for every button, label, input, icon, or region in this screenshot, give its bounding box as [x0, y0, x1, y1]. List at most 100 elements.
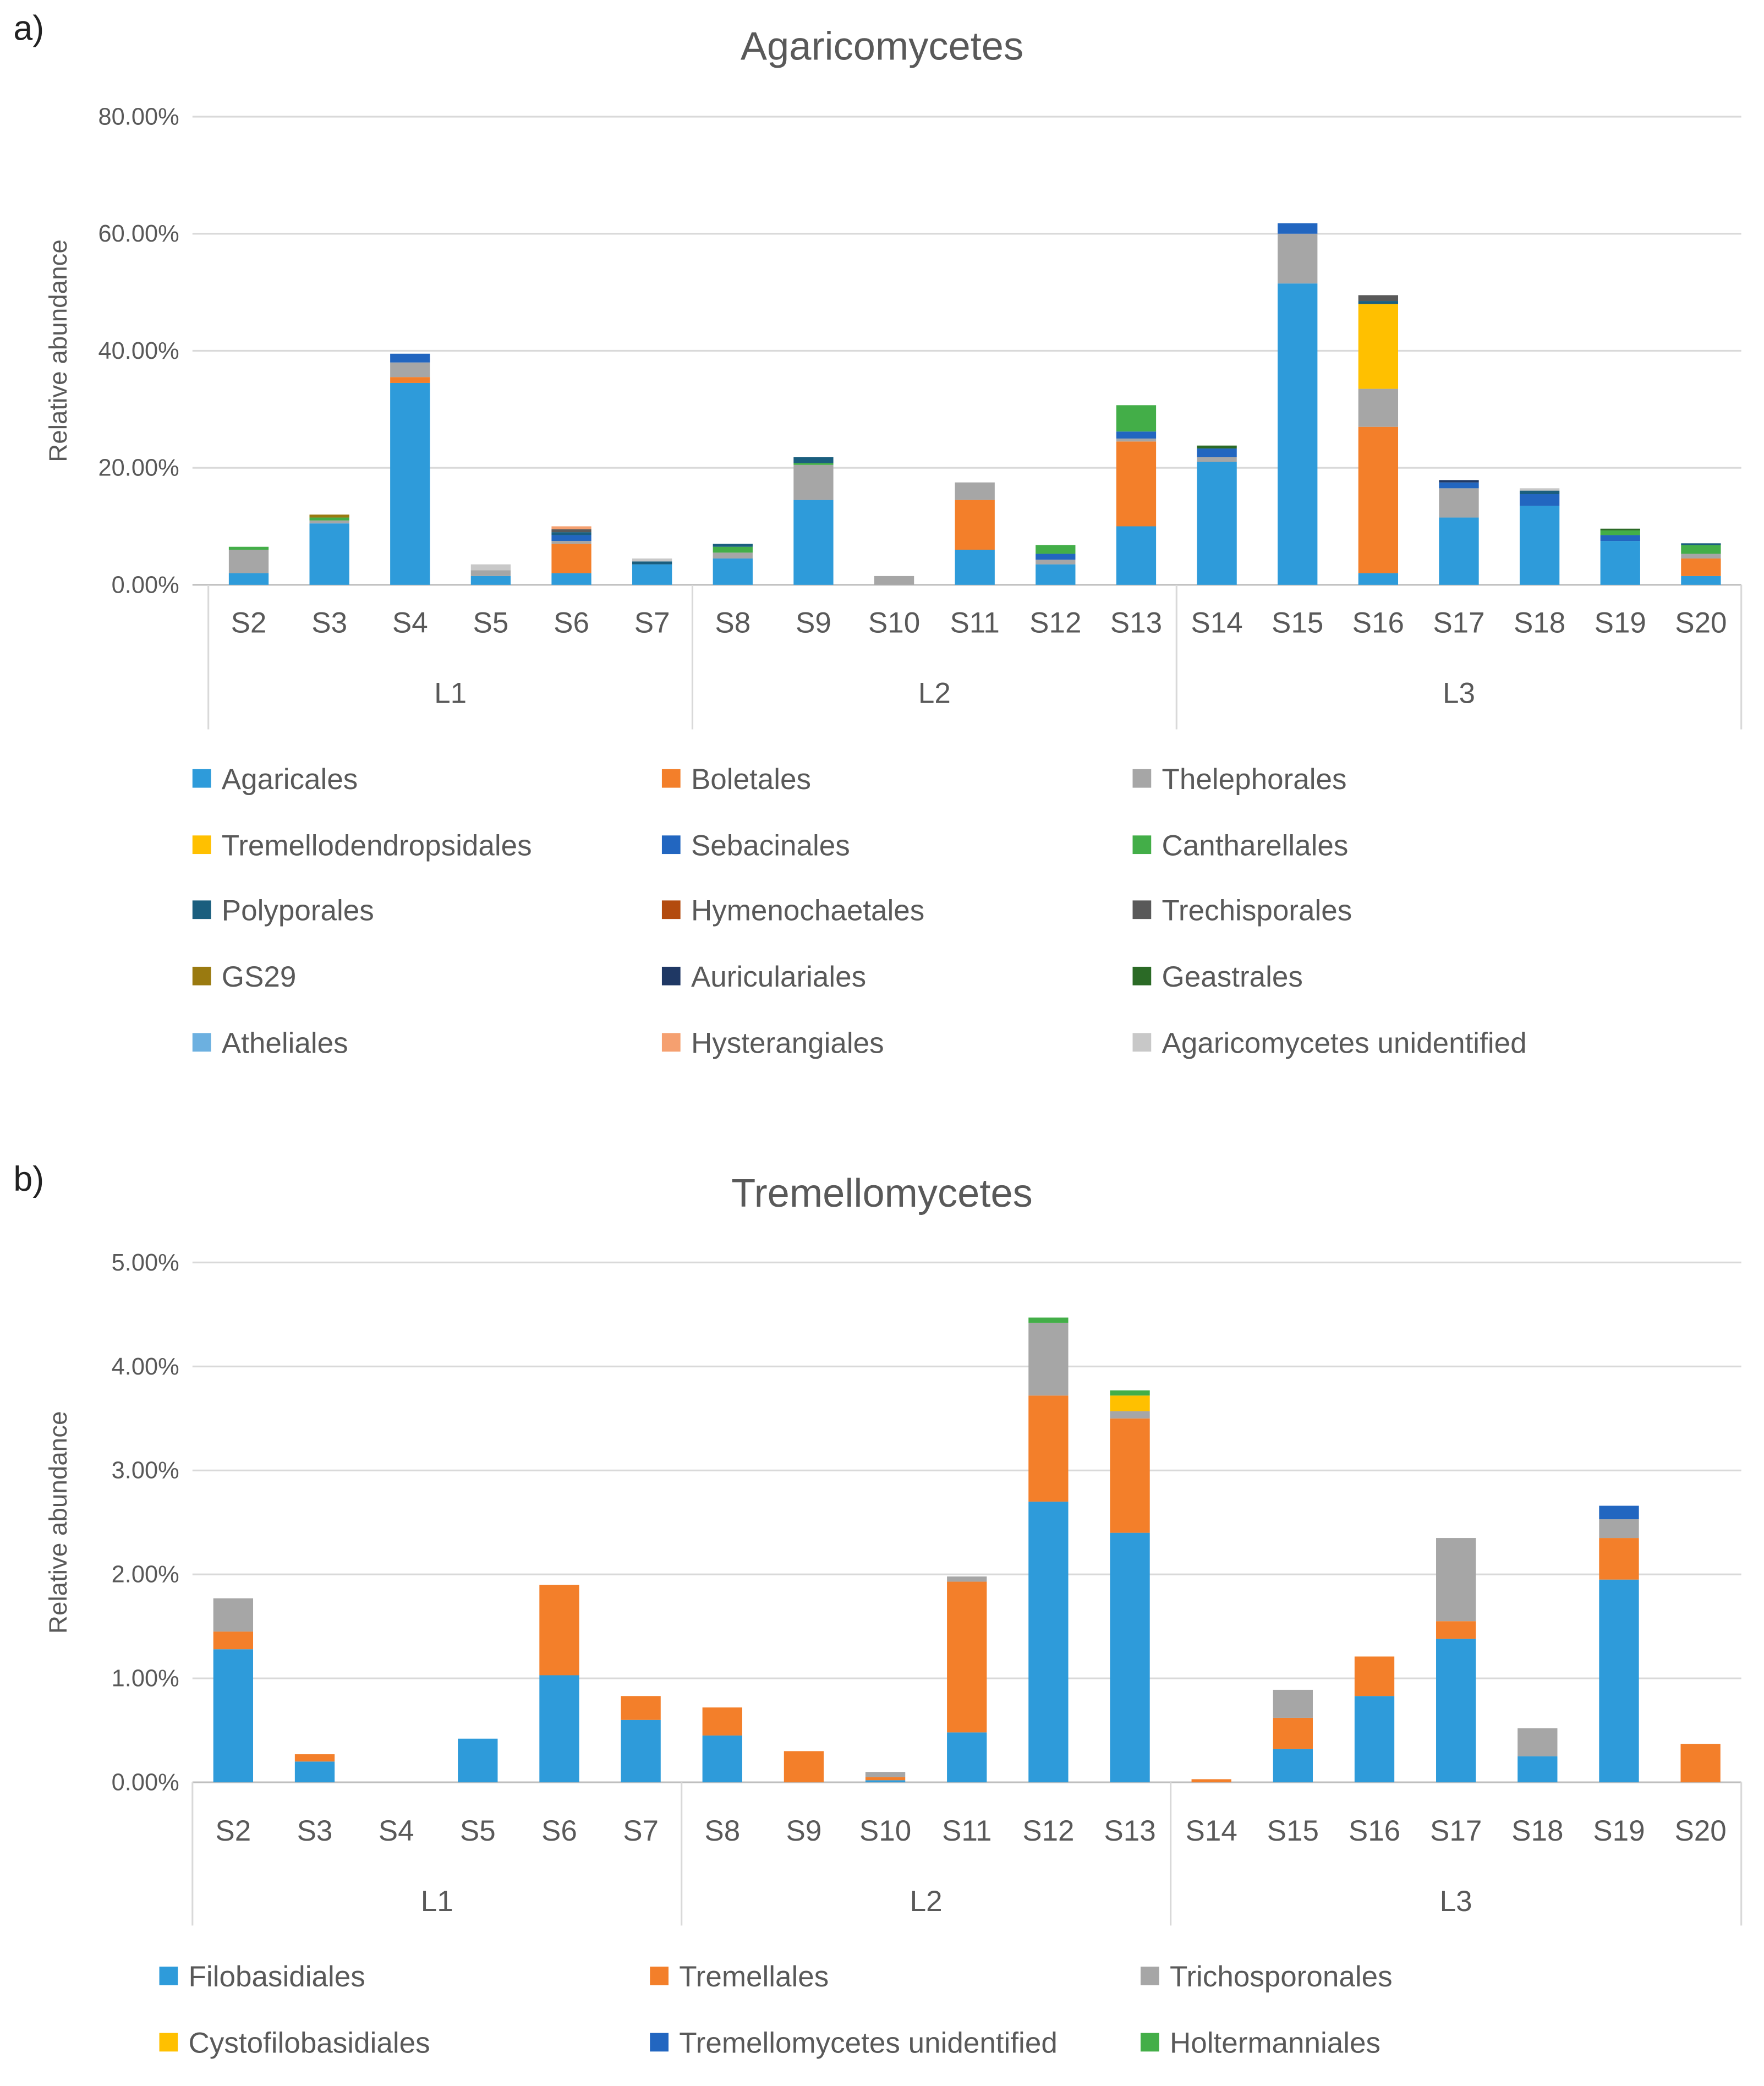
legend-label: Holtermanniales [1170, 2027, 1380, 2060]
bar-segment-agaricales [713, 558, 753, 585]
bar-segment-filobasidiales [1110, 1532, 1150, 1783]
bar-segment-tremellales [213, 1631, 254, 1650]
bar-segment-thelephorales [1116, 438, 1157, 442]
legend-item: Holtermanniales [1140, 2027, 1380, 2060]
legend-item: Tremellales [650, 1961, 829, 1993]
bar-segment-trichosporonales [865, 1772, 906, 1777]
bar-segment-thelephorales [470, 570, 511, 576]
x-tick-label: S11 [950, 607, 1000, 639]
bar-segment-trichosporonales [213, 1598, 254, 1632]
legend-label: Thelephorales [1162, 763, 1347, 796]
bar-segment-geastrales [1600, 528, 1640, 530]
legend-label: Sebacinales [691, 829, 850, 862]
bar-segment-filobasidiales [1518, 1756, 1558, 1783]
y-tick-label: 40.00% [98, 338, 179, 364]
bar-segment-hysterangiales [551, 526, 591, 529]
legend-swatch [1132, 966, 1152, 985]
x-tick-label: S8 [715, 607, 750, 639]
bar-segment-boletales [390, 377, 430, 383]
x-tick-label: S20 [1675, 607, 1727, 639]
legend-item: Thelephorales [1132, 763, 1347, 796]
bar-segment-thelephorales [1681, 554, 1721, 559]
bar-segment-agaricales [1197, 462, 1237, 585]
bar-segment-thelephorales [955, 482, 995, 500]
bar-segment-sebacinales [1036, 554, 1076, 560]
legend-swatch [650, 1967, 669, 1985]
panel-label: a) [13, 9, 44, 47]
x-tick-label: S4 [379, 1815, 414, 1847]
x-tick-label: S14 [1191, 607, 1242, 639]
x-tick-label: S9 [796, 607, 831, 639]
y-axis-label: Relative abundance [44, 1411, 72, 1634]
legend-label: Polyporales [222, 895, 374, 927]
group-label: L1 [434, 677, 467, 709]
y-tick-label: 3.00% [112, 1458, 179, 1484]
bar-segment-tremellales [539, 1585, 579, 1676]
bar-segment-sebacinales [390, 353, 430, 363]
legend-item: Trichosporonales [1140, 1961, 1393, 1993]
legend-swatch [1140, 1967, 1159, 1985]
x-tick-label: S15 [1272, 607, 1323, 639]
y-tick-label: 0.00% [112, 1770, 179, 1796]
bar-segment-agaricomycetes-unidentified [1519, 488, 1560, 491]
x-tick-label: S3 [297, 1815, 333, 1847]
bar-segment-agaricales [309, 523, 349, 585]
bar-segment-tremellales [702, 1707, 742, 1736]
group-label: L1 [421, 1885, 453, 1918]
chart-title: Agaricomycetes [741, 24, 1023, 68]
chart-agaricomycetes: a) Agaricomycetes Relative abundance 0.00% 2… [13, 9, 1743, 1060]
legend-item: Agaricales [192, 763, 358, 796]
bar-segment-gs29 [309, 514, 349, 518]
y-tick-label: 20.00% [98, 455, 179, 481]
bar-segment-polyporales [713, 544, 753, 547]
bar-segment-tremellales [1273, 1717, 1313, 1749]
bar-segment-thelephorales [309, 520, 349, 524]
x-tick-label: S6 [554, 607, 589, 639]
bar-segment-trichosporonales [1599, 1519, 1639, 1539]
legend-swatch [192, 900, 211, 919]
bar-segment-sebacinales [1278, 223, 1318, 234]
bar-segment-filobasidiales [1599, 1579, 1639, 1783]
legend-swatch [661, 1033, 681, 1052]
legend-swatch [661, 966, 681, 985]
bar-segment-sebacinales [1600, 535, 1640, 541]
bar-segment-polyporales [1358, 301, 1399, 304]
legend-label: Tremellales [679, 1961, 829, 1993]
x-tick-label: S16 [1352, 607, 1404, 639]
bar-segment-holtermanniales [1028, 1317, 1069, 1323]
legend-item: Trechisporales [1132, 895, 1352, 927]
bar-segment-trichosporonales [1518, 1728, 1558, 1756]
bar-segment-cantharellales [793, 463, 834, 465]
panel-label: b) [13, 1160, 44, 1198]
bar-segment-boletales [1681, 558, 1721, 576]
bar-segment-tremellales [1354, 1656, 1395, 1696]
bar-segment-filobasidiales [947, 1732, 987, 1783]
x-tick-label: S16 [1349, 1815, 1400, 1847]
bar-segment-trichosporonales [1110, 1411, 1150, 1419]
legend-label: Hymenochaetales [691, 895, 924, 927]
legend-item: Sebacinales [661, 829, 850, 862]
x-tick-label: S18 [1514, 607, 1565, 639]
legend-swatch [661, 835, 681, 855]
bar-segment-polyporales [1681, 543, 1721, 545]
legend-item: Filobasidiales [159, 1961, 365, 1993]
bar-segment-trichosporonales [947, 1576, 987, 1582]
y-tick-label: 80.00% [98, 104, 179, 130]
legend-swatch [1140, 2033, 1159, 2052]
bar-segment-filobasidiales [1436, 1639, 1476, 1783]
legend-item: Hysterangiales [661, 1027, 884, 1060]
bar-segment-agaricales [1600, 541, 1640, 585]
bar-segment-thelephorales [228, 550, 269, 573]
bar-segment-tremellales [1191, 1779, 1231, 1783]
x-tick-label: S9 [786, 1815, 822, 1847]
legend-swatch [159, 2033, 178, 2052]
bar-segment-cystofilobasidiales [1110, 1395, 1150, 1411]
bar-segment-thelephorales [1358, 388, 1399, 427]
bar-segment-tremellomycetes-unidentified [1599, 1505, 1639, 1520]
bar-segment-cantharellales [309, 517, 349, 521]
legend-swatch [1132, 835, 1152, 855]
x-tick-label: S5 [473, 607, 508, 639]
x-tick-label: S10 [868, 607, 920, 639]
bar-segment-boletales [551, 544, 591, 573]
bar-segment-agaricales [1278, 283, 1318, 585]
